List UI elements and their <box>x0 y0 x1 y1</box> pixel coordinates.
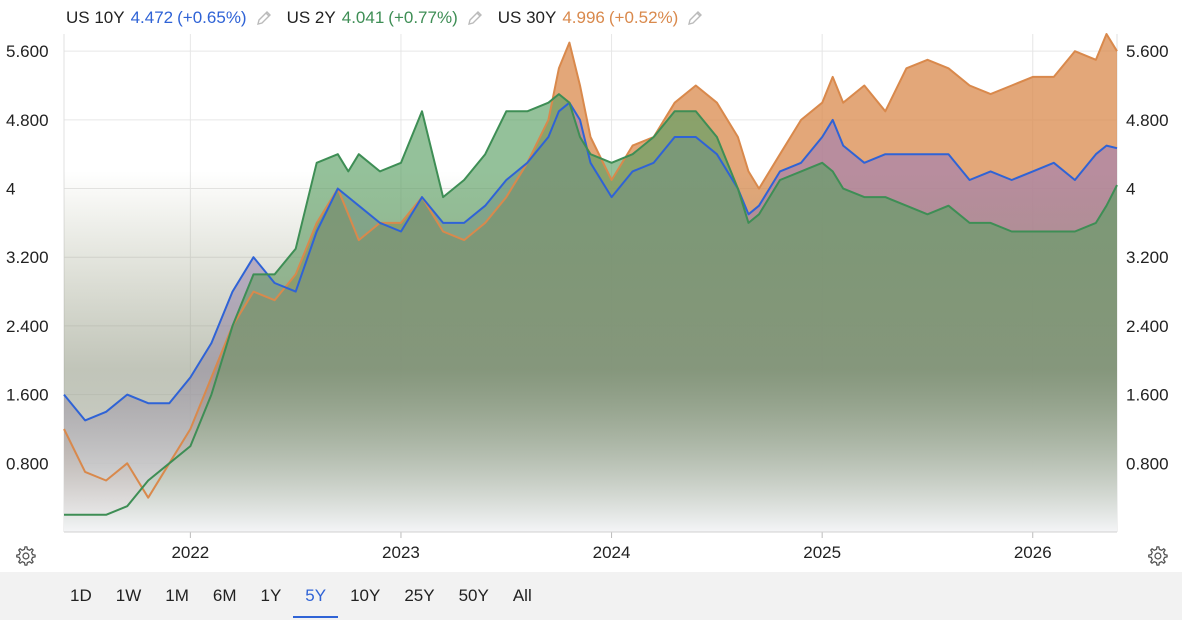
y-tick-label-right: 5.600 <box>1126 42 1169 61</box>
y-tick-label-left: 3.200 <box>6 248 49 267</box>
y-tick-label-left: 1.600 <box>6 386 49 405</box>
pencil-icon[interactable] <box>466 9 484 27</box>
y-tick-label-right: 1.600 <box>1126 386 1169 405</box>
legend-series-name: US 2Y <box>286 8 336 27</box>
range-tab-1y[interactable]: 1Y <box>260 586 282 605</box>
legend-series-change: (+0.77%) <box>388 8 458 27</box>
y-tick-label-left: 2.400 <box>6 317 49 336</box>
range-tab-all[interactable]: All <box>512 586 532 605</box>
line-layer <box>63 33 1118 516</box>
series-line-us30y <box>63 33 1118 499</box>
x-tick-label: 2024 <box>593 543 631 562</box>
range-tab-5y[interactable]: 5Y <box>293 574 339 618</box>
y-tick-label-right: 2.400 <box>1126 317 1169 336</box>
legend-item-us30y: US 30Y 4.996 (+0.52%) <box>498 8 705 28</box>
legend-series-name: US 30Y <box>497 8 557 27</box>
legend-series-value: 4.041 <box>341 8 385 27</box>
series-line-us2y <box>64 93 1118 516</box>
y-tick-label-right: 0.800 <box>1126 454 1169 473</box>
x-tick-label: 2022 <box>171 543 209 562</box>
axis-layer: 0.800 0.800 1.600 1.600 2.400 2.400 3.200 3.200… <box>6 42 1169 562</box>
range-tab-25y[interactable]: 25Y <box>404 586 435 605</box>
range-tab-6m[interactable]: 6M <box>212 586 237 605</box>
pencil-icon[interactable] <box>255 9 273 27</box>
x-tick-label: 2023 <box>382 543 420 562</box>
area-layer <box>64 34 1117 532</box>
yield-chart[interactable]: 0.800 0.800 1.600 1.600 2.400 2.400 3.200 3.200… <box>0 0 1182 572</box>
left-settings-gear-icon[interactable] <box>14 545 36 567</box>
legend-item-us2y: US 2Y 4.041 (+0.77%) <box>287 8 484 28</box>
x-tick-label: 2026 <box>1014 543 1052 562</box>
y-tick-label-right: 4 <box>1126 180 1135 199</box>
series-line-us10y <box>63 101 1118 422</box>
pencil-icon[interactable] <box>686 9 704 27</box>
right-settings-gear-icon[interactable] <box>1146 545 1168 567</box>
y-tick-label-left: 5.600 <box>6 42 49 61</box>
range-tab-1d[interactable]: 1D <box>70 586 92 605</box>
legend-series-name: US 10Y <box>66 8 125 27</box>
range-tabs: 1D 1W 1M 6M 1Y 5Y 10Y 25Y 50Y All <box>58 572 544 620</box>
chart-legend: US 10Y 4.472 (+0.65%) US 2Y 4.041 (+0.77… <box>66 6 718 30</box>
legend-series-value: 4.472 <box>130 8 174 27</box>
legend-item-us10y: US 10Y 4.472 (+0.65%) <box>66 8 273 28</box>
legend-series-change: (+0.52%) <box>608 8 679 27</box>
y-tick-label-left: 4.800 <box>6 111 49 130</box>
y-tick-label-right: 4.800 <box>1126 111 1169 130</box>
range-tab-1w[interactable]: 1W <box>115 586 142 605</box>
range-tab-50y[interactable]: 50Y <box>458 586 489 605</box>
x-tick-label: 2025 <box>803 543 841 562</box>
area-fade-overlay <box>64 171 1117 532</box>
y-tick-label-left: 0.800 <box>6 454 49 473</box>
y-tick-label-left: 4 <box>6 180 15 199</box>
range-tab-1m[interactable]: 1M <box>165 586 189 605</box>
y-tick-label-right: 3.200 <box>1126 248 1169 267</box>
legend-series-value: 4.996 <box>562 8 605 27</box>
range-tab-10y[interactable]: 10Y <box>350 586 381 605</box>
range-selector-bar: 1D 1W 1M 6M 1Y 5Y 10Y 25Y 50Y All <box>0 572 1182 620</box>
legend-series-change: (+0.65%) <box>177 8 247 27</box>
